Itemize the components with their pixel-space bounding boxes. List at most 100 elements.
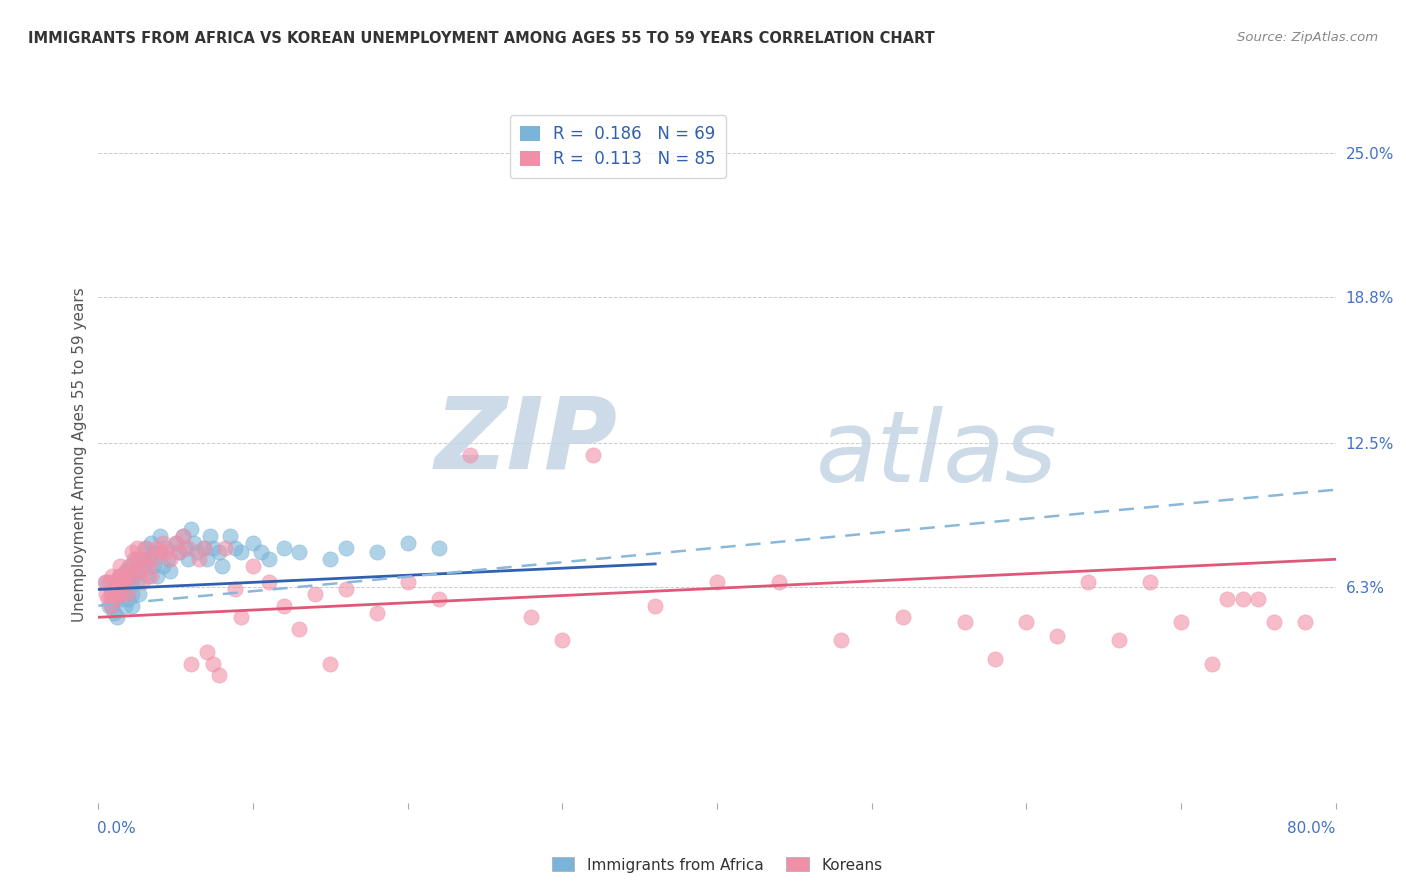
- Point: [124, 552, 146, 566]
- Point: [100, 587, 122, 601]
- Point: [208, 668, 231, 682]
- Point: [165, 536, 187, 550]
- Point: [180, 522, 202, 536]
- Point: [122, 568, 145, 582]
- Point: [152, 559, 174, 574]
- Point: [129, 564, 152, 578]
- Point: [224, 582, 246, 597]
- Point: [149, 545, 172, 559]
- Point: [177, 552, 200, 566]
- Point: [117, 591, 139, 606]
- Point: [304, 587, 326, 601]
- Point: [183, 536, 205, 550]
- Point: [107, 568, 129, 582]
- Point: [111, 591, 134, 606]
- Point: [984, 652, 1007, 666]
- Point: [136, 559, 159, 574]
- Point: [319, 552, 342, 566]
- Point: [396, 575, 419, 590]
- Point: [117, 587, 139, 601]
- Point: [551, 633, 574, 648]
- Point: [219, 529, 242, 543]
- Point: [118, 568, 141, 582]
- Point: [224, 541, 246, 555]
- Point: [100, 587, 122, 601]
- Point: [115, 564, 138, 578]
- Point: [139, 536, 162, 550]
- Point: [1170, 615, 1192, 629]
- Point: [122, 552, 145, 566]
- Point: [273, 599, 295, 613]
- Point: [103, 591, 125, 606]
- Point: [229, 610, 252, 624]
- Point: [1046, 629, 1069, 643]
- Point: [157, 552, 180, 566]
- Point: [131, 575, 153, 590]
- Text: atlas: atlas: [815, 407, 1057, 503]
- Point: [180, 657, 202, 671]
- Point: [208, 545, 231, 559]
- Point: [97, 591, 120, 606]
- Point: [520, 610, 543, 624]
- Point: [257, 575, 280, 590]
- Point: [127, 575, 149, 590]
- Point: [128, 552, 150, 566]
- Point: [136, 568, 159, 582]
- Point: [335, 541, 357, 555]
- Point: [174, 541, 197, 555]
- Point: [195, 552, 218, 566]
- Point: [768, 575, 790, 590]
- Point: [115, 564, 138, 578]
- Point: [953, 615, 976, 629]
- Point: [582, 448, 605, 462]
- Point: [427, 541, 450, 555]
- Point: [108, 559, 131, 574]
- Point: [104, 575, 127, 590]
- Point: [98, 599, 121, 613]
- Point: [134, 541, 156, 555]
- Point: [115, 582, 138, 597]
- Point: [114, 599, 136, 613]
- Y-axis label: Unemployment Among Ages 55 to 59 years: Unemployment Among Ages 55 to 59 years: [72, 287, 87, 623]
- Point: [128, 587, 150, 601]
- Point: [186, 545, 208, 559]
- Point: [288, 545, 311, 559]
- Point: [177, 541, 200, 555]
- Point: [1108, 633, 1130, 648]
- Point: [830, 633, 852, 648]
- Text: Source: ZipAtlas.com: Source: ZipAtlas.com: [1237, 31, 1378, 45]
- Point: [229, 545, 252, 559]
- Point: [250, 545, 273, 559]
- Point: [101, 599, 124, 613]
- Point: [114, 575, 136, 590]
- Point: [121, 545, 143, 559]
- Point: [93, 575, 115, 590]
- Point: [138, 552, 160, 566]
- Point: [1015, 615, 1038, 629]
- Point: [142, 545, 165, 559]
- Point: [396, 536, 419, 550]
- Point: [152, 536, 174, 550]
- Point: [167, 545, 190, 559]
- Point: [1263, 615, 1285, 629]
- Point: [131, 552, 153, 566]
- Point: [112, 575, 135, 590]
- Point: [107, 587, 129, 601]
- Point: [211, 559, 233, 574]
- Point: [458, 448, 481, 462]
- Point: [134, 552, 156, 566]
- Point: [108, 568, 131, 582]
- Point: [96, 575, 118, 590]
- Point: [1216, 591, 1239, 606]
- Point: [146, 541, 169, 555]
- Point: [121, 599, 143, 613]
- Point: [193, 541, 215, 555]
- Point: [105, 587, 128, 601]
- Point: [706, 575, 728, 590]
- Text: 80.0%: 80.0%: [1288, 822, 1336, 837]
- Point: [105, 610, 128, 624]
- Point: [127, 541, 149, 555]
- Point: [891, 610, 914, 624]
- Point: [121, 587, 143, 601]
- Point: [155, 545, 177, 559]
